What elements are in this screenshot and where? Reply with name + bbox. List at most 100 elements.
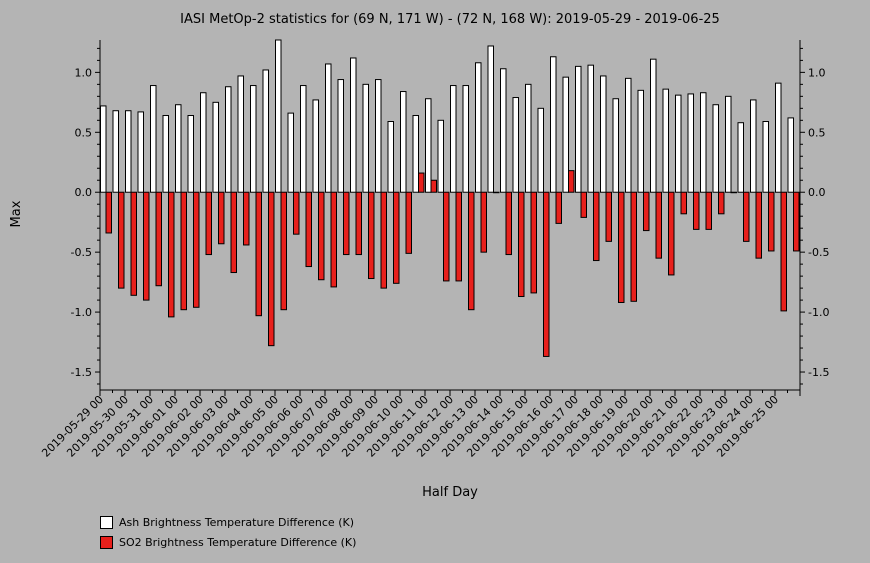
ash-bar	[600, 75, 607, 193]
ash-bar	[512, 97, 519, 193]
so2-bar	[693, 191, 700, 230]
legend: Ash Brightness Temperature Difference (K…	[100, 512, 356, 552]
y-tick-label-right: 0.0	[808, 186, 826, 199]
so2-bar	[593, 191, 600, 262]
ash-bar	[162, 115, 169, 193]
so2-bar	[768, 191, 775, 252]
ash-bar	[187, 115, 194, 193]
ash-bar	[312, 99, 319, 193]
so2-bar	[393, 191, 400, 284]
so2-bar	[380, 191, 387, 289]
ash-bar	[450, 85, 457, 193]
so2-bar	[518, 191, 525, 298]
so2-bar	[743, 191, 750, 242]
so2-bar	[468, 191, 475, 311]
so2-bar	[268, 191, 275, 347]
y-tick-label-left: 0.5	[75, 126, 93, 139]
ash-bar	[212, 101, 219, 193]
so2-bar	[355, 191, 362, 256]
ash-bar	[362, 83, 369, 193]
ash-bar	[700, 92, 707, 193]
so2-bar	[318, 191, 325, 281]
so2-bar	[618, 191, 625, 303]
ash-bar	[325, 63, 332, 193]
ash-bar	[400, 91, 407, 193]
so2-bar	[255, 191, 262, 317]
so2-bar	[430, 179, 437, 193]
ash-bar	[175, 104, 182, 193]
ash-bar	[375, 79, 382, 193]
legend-item-so2: SO2 Brightness Temperature Difference (K…	[100, 532, 356, 552]
ash-bar	[500, 68, 507, 193]
so2-bar	[480, 191, 487, 253]
ash-bar	[487, 45, 494, 193]
so2-bar	[143, 191, 150, 301]
ash-bar	[437, 119, 444, 193]
ash-bar	[137, 111, 144, 193]
so2-bar	[243, 191, 250, 246]
legend-swatch-so2	[100, 535, 113, 549]
ash-bar	[275, 39, 282, 193]
ash-bar	[100, 105, 107, 193]
so2-bar	[655, 191, 662, 259]
ash-bar	[262, 69, 269, 193]
y-tick-label-right: -1.5	[808, 366, 829, 379]
ash-bar	[387, 121, 394, 193]
so2-bar	[643, 191, 650, 232]
legend-swatch-ash	[100, 515, 113, 529]
ash-bar	[650, 58, 657, 193]
ash-bar	[350, 57, 357, 193]
ash-bar	[537, 107, 544, 193]
y-tick-label-left: 0.0	[75, 186, 93, 199]
ash-bar	[575, 65, 582, 193]
so2-bar	[505, 191, 512, 256]
y-tick-label-right: 1.0	[808, 66, 826, 79]
y-tick-label-left: -0.5	[71, 246, 92, 259]
so2-bar	[218, 191, 225, 245]
so2-bar	[605, 191, 612, 242]
so2-bar	[368, 191, 375, 280]
ash-bar	[675, 94, 682, 193]
so2-bar	[568, 170, 575, 193]
so2-bar	[630, 191, 637, 302]
so2-bar	[205, 191, 212, 256]
so2-bar	[118, 191, 125, 289]
so2-bar	[343, 191, 350, 256]
so2-bar	[718, 191, 725, 215]
ash-bar	[525, 83, 532, 193]
ash-bar	[475, 62, 482, 193]
ash-bar	[562, 76, 569, 193]
so2-bar	[443, 191, 450, 282]
so2-bar	[530, 191, 537, 294]
so2-bar	[155, 191, 162, 287]
so2-bar	[168, 191, 175, 318]
legend-item-ash: Ash Brightness Temperature Difference (K…	[100, 512, 356, 532]
ash-bar	[237, 75, 244, 193]
y-tick-label-left: -1.0	[71, 306, 92, 319]
y-tick-label-right: 0.5	[808, 126, 826, 139]
ash-bar	[687, 93, 694, 193]
so2-bar	[105, 191, 112, 234]
ash-bar	[300, 85, 307, 193]
so2-bar	[180, 191, 187, 311]
so2-bar	[493, 191, 500, 194]
y-axis-label: Max	[9, 200, 24, 227]
y-tick-label-left: 1.0	[75, 66, 93, 79]
ash-bar	[337, 79, 344, 193]
ash-bar	[750, 99, 757, 193]
y-tick-label-left: -1.5	[71, 366, 92, 379]
ash-bar	[412, 115, 419, 193]
so2-bar	[293, 191, 300, 235]
ash-bar	[662, 88, 669, 193]
so2-bar	[543, 191, 550, 357]
ash-bar	[462, 85, 469, 193]
ash-bar	[550, 56, 557, 193]
ash-bar	[200, 92, 207, 193]
so2-bar	[455, 191, 462, 282]
ash-bar	[775, 82, 782, 193]
x-axis-label: Half Day	[422, 485, 478, 500]
so2-bar	[730, 191, 737, 194]
ash-bar	[587, 64, 594, 193]
y-tick-label-right: -1.0	[808, 306, 829, 319]
